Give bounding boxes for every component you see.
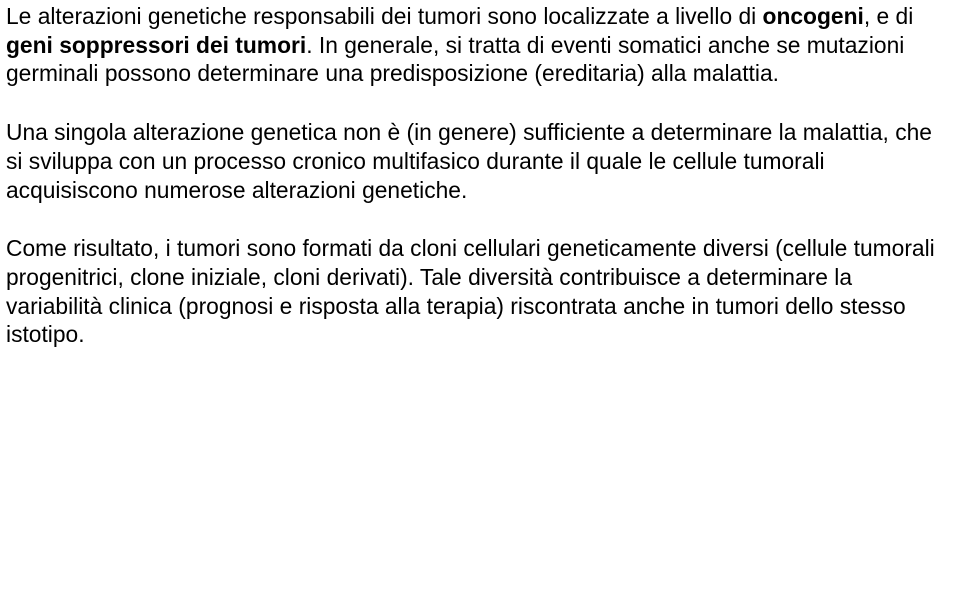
bold-text-geni-soppressori: geni soppressori dei tumori xyxy=(6,32,306,58)
paragraph-1: Le alterazioni genetiche responsabili de… xyxy=(6,2,948,88)
text-run: Le alterazioni genetiche responsabili de… xyxy=(6,3,763,29)
document-page: Le alterazioni genetiche responsabili de… xyxy=(0,0,960,349)
bold-text-oncogeni: oncogeni xyxy=(763,3,864,29)
paragraph-2: Una singola alterazione genetica non è (… xyxy=(6,118,948,204)
paragraph-3: Come risultato, i tumori sono formati da… xyxy=(6,234,948,349)
text-run: , e di xyxy=(864,3,913,29)
